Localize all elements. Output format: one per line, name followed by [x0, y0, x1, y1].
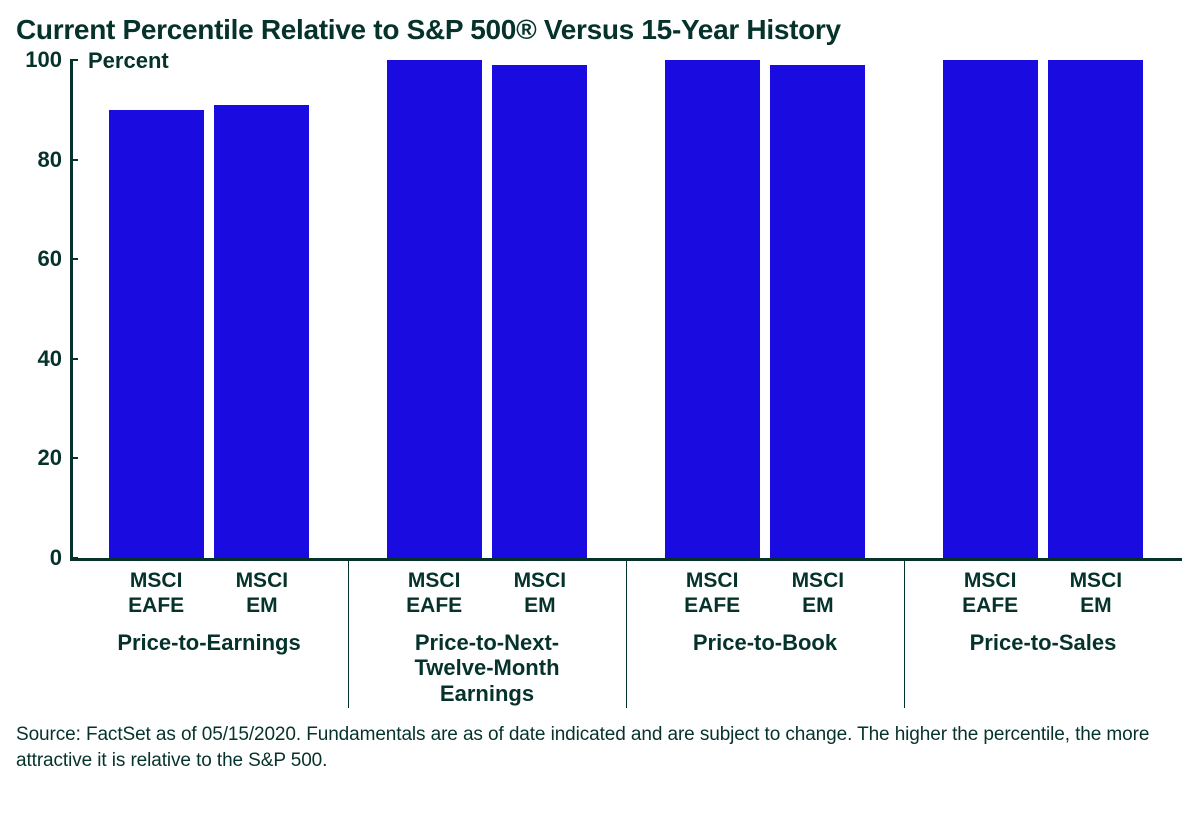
x-group-label: Price-to-Book	[640, 630, 890, 655]
y-tick-label: 20	[12, 445, 62, 471]
y-tick-label: 0	[12, 545, 62, 571]
y-tick-label: 40	[12, 346, 62, 372]
x-category-label: MSCIEM	[480, 568, 600, 618]
x-group-label: Price-to-Sales	[918, 630, 1168, 655]
chart-footnote: Source: FactSet as of 05/15/2020. Fundam…	[16, 722, 1184, 773]
bar	[214, 105, 309, 558]
chart-page: Current Percentile Relative to S&P 500® …	[0, 0, 1200, 813]
y-axis	[70, 60, 73, 558]
x-category-label: MSCIEAFE	[930, 568, 1050, 618]
group-separator	[904, 558, 906, 708]
x-group-label: Price-to-Earnings	[84, 630, 334, 655]
y-tick-label: 60	[12, 246, 62, 272]
group-separator	[348, 558, 350, 708]
x-category-label: MSCIEAFE	[96, 568, 216, 618]
bar	[492, 65, 587, 558]
group-separator	[626, 558, 628, 708]
x-category-label: MSCIEAFE	[374, 568, 494, 618]
chart-title: Current Percentile Relative to S&P 500® …	[16, 14, 841, 46]
x-category-label: MSCIEAFE	[652, 568, 772, 618]
x-category-label: MSCIEM	[202, 568, 322, 618]
x-category-label: MSCIEM	[1036, 568, 1156, 618]
x-group-label: Price-to-Next-Twelve-MonthEarnings	[362, 630, 612, 706]
bar	[1048, 60, 1143, 558]
y-axis-label: Percent	[88, 48, 169, 74]
bar	[770, 65, 865, 558]
bar	[387, 60, 482, 558]
bar	[943, 60, 1038, 558]
y-tick-label: 100	[12, 47, 62, 73]
x-category-label: MSCIEM	[758, 568, 878, 618]
bar	[665, 60, 760, 558]
bar	[109, 110, 204, 558]
y-tick-label: 80	[12, 147, 62, 173]
